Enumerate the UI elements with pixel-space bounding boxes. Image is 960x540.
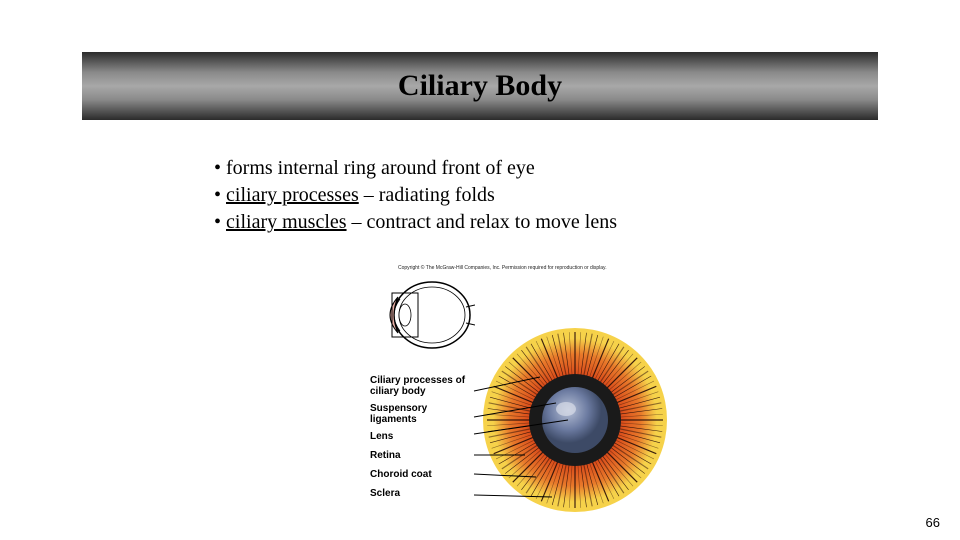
ciliary-disk-diagram — [480, 325, 670, 515]
title-bar: Ciliary Body — [82, 52, 878, 120]
slide-title: Ciliary Body — [398, 69, 562, 103]
bullet-list: • forms internal ring around front of ey… — [214, 155, 617, 236]
copyright-text: Copyright © The McGraw-Hill Companies, I… — [398, 265, 607, 271]
eye-side-diagram — [370, 275, 475, 355]
label-suspensory: Suspensory ligaments — [370, 403, 475, 425]
bullet-item: • forms internal ring around front of ey… — [214, 155, 617, 182]
anatomy-labels: Ciliary processes of ciliary body Suspen… — [370, 375, 475, 505]
bullet-item: • ciliary muscles – contract and relax t… — [214, 209, 617, 236]
label-lens: Lens — [370, 431, 475, 442]
bullet-rest: – contract and relax to move lens — [347, 211, 617, 233]
label-retina: Retina — [370, 450, 475, 461]
bullet-text: forms internal ring around front of eye — [226, 157, 535, 179]
bullet-underlined: ciliary muscles — [226, 211, 347, 233]
bullet-item: • ciliary processes – radiating folds — [214, 182, 617, 209]
label-ciliary-processes: Ciliary processes of ciliary body — [370, 375, 475, 397]
bullet-underlined: ciliary processes — [226, 184, 359, 206]
label-sclera: Sclera — [370, 488, 475, 499]
bullet-rest: – radiating folds — [359, 184, 495, 206]
page-number: 66 — [926, 515, 940, 530]
label-choroid: Choroid coat — [370, 469, 475, 480]
anatomy-figure: Copyright © The McGraw-Hill Companies, I… — [370, 265, 680, 525]
